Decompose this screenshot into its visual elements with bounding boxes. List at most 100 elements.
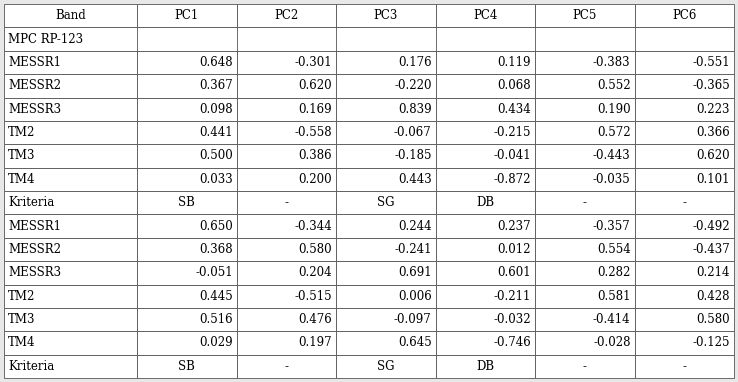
Bar xyxy=(535,331,635,354)
Text: 0.223: 0.223 xyxy=(697,103,730,116)
Text: -0.365: -0.365 xyxy=(692,79,730,92)
Bar xyxy=(435,74,535,97)
Bar xyxy=(435,214,535,238)
Bar xyxy=(4,51,137,74)
Text: MESSR2: MESSR2 xyxy=(8,243,61,256)
Bar xyxy=(336,331,435,354)
Text: 0.006: 0.006 xyxy=(398,290,432,303)
Bar xyxy=(635,97,734,121)
Text: -0.443: -0.443 xyxy=(593,149,630,162)
Bar xyxy=(4,121,137,144)
Bar xyxy=(237,331,336,354)
Bar xyxy=(635,285,734,308)
Bar xyxy=(635,261,734,285)
Text: SB: SB xyxy=(179,360,196,373)
Text: 0.068: 0.068 xyxy=(497,79,531,92)
Text: -0.041: -0.041 xyxy=(494,149,531,162)
Bar xyxy=(137,331,237,354)
Text: Kriteria: Kriteria xyxy=(8,360,55,373)
Text: -0.492: -0.492 xyxy=(692,220,730,233)
Bar xyxy=(4,308,137,331)
Bar xyxy=(336,261,435,285)
Bar xyxy=(336,308,435,331)
Text: 0.581: 0.581 xyxy=(597,290,630,303)
Bar xyxy=(4,191,137,214)
Text: 0.650: 0.650 xyxy=(199,220,232,233)
Bar xyxy=(4,168,137,191)
Bar xyxy=(535,4,635,28)
Text: TM3: TM3 xyxy=(8,313,35,326)
Bar xyxy=(435,4,535,28)
Text: -: - xyxy=(682,196,686,209)
Text: 0.244: 0.244 xyxy=(398,220,432,233)
Bar xyxy=(535,144,635,168)
Bar xyxy=(635,121,734,144)
Bar xyxy=(535,285,635,308)
Text: 0.119: 0.119 xyxy=(497,56,531,69)
Bar xyxy=(4,331,137,354)
Bar xyxy=(237,354,336,378)
Text: -0.414: -0.414 xyxy=(593,313,630,326)
Text: TM2: TM2 xyxy=(8,290,35,303)
Bar xyxy=(435,144,535,168)
Text: PC6: PC6 xyxy=(672,9,697,22)
Text: 0.204: 0.204 xyxy=(298,266,332,279)
Bar xyxy=(435,285,535,308)
Text: -0.125: -0.125 xyxy=(692,337,730,350)
Bar xyxy=(535,354,635,378)
Text: MESSR2: MESSR2 xyxy=(8,79,61,92)
Bar xyxy=(635,354,734,378)
Bar xyxy=(435,51,535,74)
Bar xyxy=(336,191,435,214)
Text: MPC RP-123: MPC RP-123 xyxy=(8,32,83,45)
Text: MESSR3: MESSR3 xyxy=(8,103,61,116)
Text: -: - xyxy=(583,360,587,373)
Bar xyxy=(237,51,336,74)
Text: 0.620: 0.620 xyxy=(697,149,730,162)
Bar xyxy=(237,191,336,214)
Bar xyxy=(535,168,635,191)
Bar xyxy=(4,285,137,308)
Text: DB: DB xyxy=(476,196,494,209)
Text: -: - xyxy=(682,360,686,373)
Bar xyxy=(237,4,336,28)
Bar xyxy=(635,168,734,191)
Text: 0.366: 0.366 xyxy=(696,126,730,139)
Text: -0.028: -0.028 xyxy=(593,337,630,350)
Text: Kriteria: Kriteria xyxy=(8,196,55,209)
Text: 0.012: 0.012 xyxy=(497,243,531,256)
Bar xyxy=(4,261,137,285)
Text: 0.476: 0.476 xyxy=(298,313,332,326)
Text: 0.580: 0.580 xyxy=(697,313,730,326)
Bar xyxy=(535,191,635,214)
Bar xyxy=(4,97,137,121)
Bar xyxy=(336,51,435,74)
Text: TM2: TM2 xyxy=(8,126,35,139)
Text: 0.176: 0.176 xyxy=(398,56,432,69)
Bar xyxy=(635,4,734,28)
Text: -0.551: -0.551 xyxy=(692,56,730,69)
Bar xyxy=(435,191,535,214)
Text: Band: Band xyxy=(55,9,86,22)
Text: 0.386: 0.386 xyxy=(298,149,332,162)
Bar xyxy=(336,121,435,144)
Bar xyxy=(435,308,535,331)
Text: 0.214: 0.214 xyxy=(697,266,730,279)
Bar xyxy=(4,354,137,378)
Bar xyxy=(237,74,336,97)
Text: MESSR1: MESSR1 xyxy=(8,56,61,69)
Text: 0.190: 0.190 xyxy=(597,103,630,116)
Bar xyxy=(336,214,435,238)
Text: -0.067: -0.067 xyxy=(394,126,432,139)
Text: -0.301: -0.301 xyxy=(294,56,332,69)
Bar xyxy=(535,97,635,121)
Bar xyxy=(535,238,635,261)
Text: 0.445: 0.445 xyxy=(199,290,232,303)
Text: 0.368: 0.368 xyxy=(199,243,232,256)
Text: -0.437: -0.437 xyxy=(692,243,730,256)
Text: 0.169: 0.169 xyxy=(298,103,332,116)
Bar xyxy=(435,354,535,378)
Bar xyxy=(237,144,336,168)
Bar xyxy=(4,144,137,168)
Text: -0.746: -0.746 xyxy=(493,337,531,350)
